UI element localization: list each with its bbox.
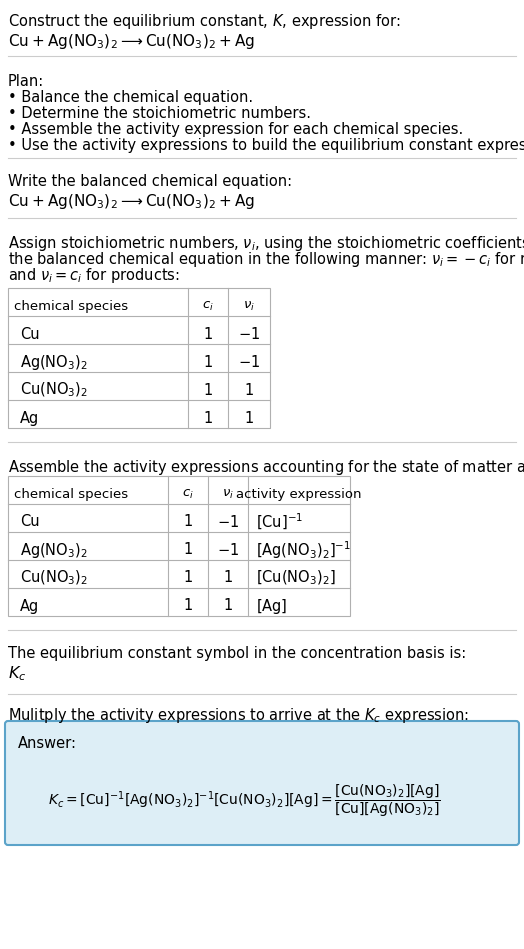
- Text: Plan:: Plan:: [8, 74, 44, 89]
- Text: Ag: Ag: [20, 411, 39, 425]
- Text: $\mathrm{Cu(NO_3)_2}$: $\mathrm{Cu(NO_3)_2}$: [20, 381, 88, 400]
- Bar: [8, 476, 350, 616]
- Text: • Assemble the activity expression for each chemical species.: • Assemble the activity expression for e…: [8, 122, 463, 137]
- FancyBboxPatch shape: [5, 721, 519, 845]
- Text: • Balance the chemical equation.: • Balance the chemical equation.: [8, 90, 253, 105]
- Text: $c_i$: $c_i$: [182, 488, 194, 500]
- Text: $-1$: $-1$: [238, 354, 260, 370]
- Text: $\mathrm{Ag(NO_3)_2}$: $\mathrm{Ag(NO_3)_2}$: [20, 352, 88, 371]
- Text: $[\mathrm{Cu(NO_3)_2}]$: $[\mathrm{Cu(NO_3)_2}]$: [256, 568, 336, 587]
- Text: 1: 1: [183, 514, 193, 530]
- Text: $-1$: $-1$: [217, 514, 239, 530]
- Text: 1: 1: [203, 382, 213, 398]
- Bar: [8, 288, 270, 428]
- Text: Mulitply the activity expressions to arrive at the $K_c$ expression:: Mulitply the activity expressions to arr…: [8, 706, 469, 725]
- Text: $K_c$: $K_c$: [8, 664, 26, 682]
- Text: 1: 1: [244, 382, 254, 398]
- Text: the balanced chemical equation in the following manner: $\nu_i = -c_i$ for react: the balanced chemical equation in the fo…: [8, 250, 524, 269]
- Text: The equilibrium constant symbol in the concentration basis is:: The equilibrium constant symbol in the c…: [8, 646, 466, 661]
- Text: 1: 1: [183, 570, 193, 586]
- Text: chemical species: chemical species: [14, 300, 128, 312]
- Text: $\nu_i$: $\nu_i$: [222, 488, 234, 500]
- Text: Ag: Ag: [20, 599, 39, 613]
- Text: 1: 1: [244, 411, 254, 425]
- Text: $[\mathrm{Ag(NO_3)_2}]^{-1}$: $[\mathrm{Ag(NO_3)_2}]^{-1}$: [256, 539, 351, 561]
- Text: 1: 1: [203, 411, 213, 425]
- Text: Construct the equilibrium constant, $K$, expression for:: Construct the equilibrium constant, $K$,…: [8, 12, 401, 31]
- Text: $[\mathrm{Ag}]$: $[\mathrm{Ag}]$: [256, 597, 288, 616]
- Text: $-1$: $-1$: [238, 326, 260, 342]
- Text: • Determine the stoichiometric numbers.: • Determine the stoichiometric numbers.: [8, 106, 311, 121]
- Text: $\mathrm{Cu(NO_3)_2}$: $\mathrm{Cu(NO_3)_2}$: [20, 568, 88, 587]
- Text: $\nu_i$: $\nu_i$: [243, 300, 255, 312]
- Text: Assign stoichiometric numbers, $\nu_i$, using the stoichiometric coefficients, $: Assign stoichiometric numbers, $\nu_i$, …: [8, 234, 524, 253]
- Text: $[\mathrm{Cu}]^{-1}$: $[\mathrm{Cu}]^{-1}$: [256, 512, 303, 532]
- Text: Write the balanced chemical equation:: Write the balanced chemical equation:: [8, 174, 292, 189]
- Text: $\mathrm{Cu + Ag(NO_3)_2 \longrightarrow Cu(NO_3)_2 + Ag}$: $\mathrm{Cu + Ag(NO_3)_2 \longrightarrow…: [8, 192, 255, 211]
- Text: 1: 1: [203, 355, 213, 369]
- Text: 1: 1: [223, 570, 233, 586]
- Text: $K_c = [\mathrm{Cu}]^{-1} [\mathrm{Ag(NO_3)_2}]^{-1} [\mathrm{Cu(NO_3)_2}][\math: $K_c = [\mathrm{Cu}]^{-1} [\mathrm{Ag(NO…: [48, 783, 441, 819]
- Text: chemical species: chemical species: [14, 488, 128, 500]
- Text: Answer:: Answer:: [18, 736, 77, 751]
- Text: $c_i$: $c_i$: [202, 300, 214, 312]
- Text: Cu: Cu: [20, 514, 40, 530]
- Text: $-1$: $-1$: [217, 542, 239, 558]
- Text: Assemble the activity expressions accounting for the state of matter and $\nu_i$: Assemble the activity expressions accoun…: [8, 458, 524, 477]
- Text: 1: 1: [183, 543, 193, 557]
- Text: Cu: Cu: [20, 326, 40, 342]
- Text: • Use the activity expressions to build the equilibrium constant expression.: • Use the activity expressions to build …: [8, 138, 524, 153]
- Text: 1: 1: [183, 599, 193, 613]
- Text: 1: 1: [223, 599, 233, 613]
- Text: $\mathrm{Cu + Ag(NO_3)_2 \longrightarrow Cu(NO_3)_2 + Ag}$: $\mathrm{Cu + Ag(NO_3)_2 \longrightarrow…: [8, 32, 255, 51]
- Text: 1: 1: [203, 326, 213, 342]
- Text: and $\nu_i = c_i$ for products:: and $\nu_i = c_i$ for products:: [8, 266, 180, 285]
- Text: $\mathrm{Ag(NO_3)_2}$: $\mathrm{Ag(NO_3)_2}$: [20, 541, 88, 560]
- Text: activity expression: activity expression: [236, 488, 362, 500]
